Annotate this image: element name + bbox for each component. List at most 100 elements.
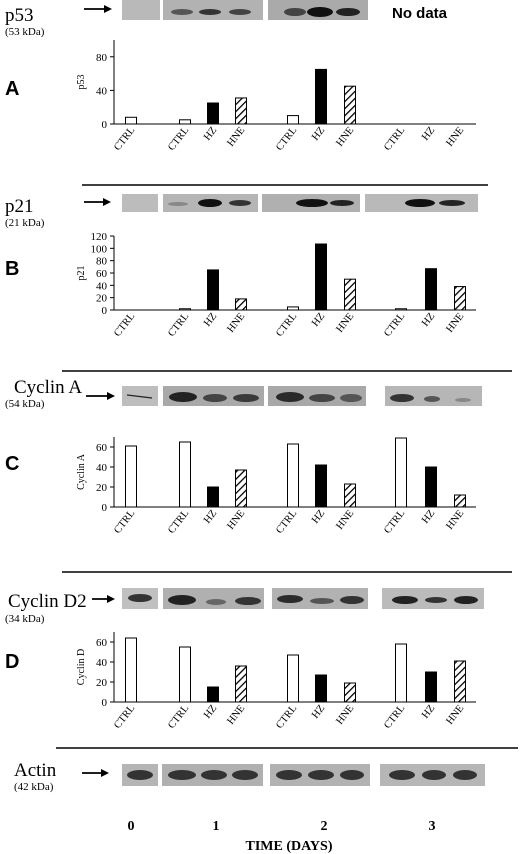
panel-letter-B: B bbox=[5, 258, 19, 280]
category-label: HZ bbox=[202, 311, 219, 329]
category-label: HNE bbox=[225, 311, 247, 335]
bar bbox=[425, 466, 437, 508]
category-label: HZ bbox=[310, 311, 327, 329]
bar bbox=[179, 119, 191, 125]
bar bbox=[287, 115, 299, 125]
bar-charts: 0 40 80 p53 CTRL CTRL HZ HNE CTRL HZ HNE CTRL HZ HNE 0… bbox=[76, 40, 476, 731]
category-label: HZ bbox=[202, 125, 219, 143]
bar bbox=[235, 298, 247, 311]
western-blot-actin bbox=[122, 764, 485, 786]
category-label: CTRL bbox=[274, 311, 299, 339]
arrow-icon bbox=[84, 198, 111, 206]
category-label: CTRL bbox=[112, 508, 137, 536]
category-label: CTRL bbox=[166, 311, 191, 339]
bar bbox=[179, 441, 191, 508]
time-tick: 2 bbox=[321, 819, 328, 834]
time-tick: 3 bbox=[429, 819, 436, 834]
category-label: CTRL bbox=[382, 508, 407, 536]
y-tick-label: 80 bbox=[96, 256, 108, 268]
arrow-icon bbox=[92, 595, 115, 603]
bar bbox=[454, 494, 466, 508]
bar bbox=[395, 308, 407, 311]
bar bbox=[125, 445, 137, 508]
y-axis-label: Cyclin A bbox=[76, 453, 87, 490]
bar bbox=[207, 686, 219, 703]
bar bbox=[207, 102, 219, 125]
category-label: CTRL bbox=[274, 125, 299, 153]
bar bbox=[287, 654, 299, 703]
bar bbox=[454, 660, 466, 703]
y-axis-label: p21 bbox=[76, 266, 87, 281]
y-tick-label: 0 bbox=[102, 119, 108, 131]
bar bbox=[235, 469, 247, 508]
arrow-icon bbox=[82, 769, 109, 777]
svg-text:Cyclin A: Cyclin A bbox=[14, 377, 82, 398]
category-label: HNE bbox=[334, 703, 356, 727]
bar bbox=[315, 243, 327, 311]
protein-label-p53: p53 (53 kDa) bbox=[5, 5, 45, 38]
y-tick-label: 60 bbox=[96, 268, 108, 280]
bar bbox=[344, 483, 356, 508]
svg-text:(21 kDa): (21 kDa) bbox=[5, 217, 45, 229]
bar bbox=[425, 671, 437, 703]
bar bbox=[179, 646, 191, 703]
protein-label-actin: Actin (42 kDa) bbox=[14, 760, 57, 793]
category-label: HNE bbox=[444, 125, 466, 149]
western-blot-cyclin-a bbox=[122, 386, 482, 406]
svg-text:p53: p53 bbox=[5, 5, 34, 26]
panel-letter-C: C bbox=[5, 453, 19, 475]
panel-letter-A: A bbox=[5, 78, 19, 100]
category-label: HZ bbox=[202, 508, 219, 526]
category-label: CTRL bbox=[112, 125, 137, 153]
bar bbox=[395, 643, 407, 703]
bar bbox=[125, 637, 137, 703]
y-tick-label: 20 bbox=[96, 482, 108, 494]
y-tick-label: 40 bbox=[96, 280, 108, 292]
category-label: HNE bbox=[225, 508, 247, 532]
category-label: HZ bbox=[202, 703, 219, 721]
bar bbox=[179, 308, 191, 311]
bar bbox=[287, 443, 299, 508]
protein-label-cyclin-d2: Cyclin D2 (34 kDa) bbox=[5, 591, 87, 625]
category-label: HZ bbox=[420, 125, 437, 143]
time-tick: 0 bbox=[128, 819, 135, 834]
y-tick-label: 40 bbox=[96, 85, 108, 97]
protein-label-p21: p21 (21 kDa) bbox=[5, 196, 45, 229]
category-label: HNE bbox=[444, 703, 466, 727]
bar bbox=[207, 269, 219, 311]
arrow-icon bbox=[86, 392, 115, 400]
bar bbox=[454, 286, 466, 311]
bar bbox=[235, 97, 247, 125]
y-tick-label: 0 bbox=[102, 697, 108, 709]
category-label: CTRL bbox=[166, 125, 191, 153]
bar bbox=[207, 486, 219, 508]
category-label: CTRL bbox=[112, 311, 137, 339]
category-label: CTRL bbox=[382, 703, 407, 731]
category-label: HNE bbox=[334, 311, 356, 335]
category-label: CTRL bbox=[382, 311, 407, 339]
protein-label-cyclin-a: Cyclin A (54 kDa) bbox=[5, 377, 82, 410]
category-label: HZ bbox=[310, 508, 327, 526]
svg-text:p21: p21 bbox=[5, 196, 34, 217]
bar bbox=[344, 85, 356, 125]
bar bbox=[425, 268, 437, 311]
category-label: HNE bbox=[225, 125, 247, 149]
category-label: CTRL bbox=[382, 125, 407, 153]
category-label: HNE bbox=[225, 703, 247, 727]
category-label: HNE bbox=[444, 311, 466, 335]
bar bbox=[315, 674, 327, 703]
panel-letter-D: D bbox=[5, 651, 19, 673]
y-tick-label: 60 bbox=[96, 637, 108, 649]
y-tick-label: 60 bbox=[96, 442, 108, 454]
western-blot-cyclin-d2 bbox=[122, 588, 484, 609]
category-label: HZ bbox=[420, 311, 437, 329]
y-tick-label: 40 bbox=[96, 462, 108, 474]
y-tick-label: 120 bbox=[91, 231, 108, 243]
category-label: CTRL bbox=[166, 703, 191, 731]
bar bbox=[344, 682, 356, 703]
time-tick: 1 bbox=[213, 819, 220, 834]
bar bbox=[395, 437, 407, 508]
western-blot-p53 bbox=[122, 0, 368, 20]
y-tick-label: 80 bbox=[96, 52, 108, 64]
